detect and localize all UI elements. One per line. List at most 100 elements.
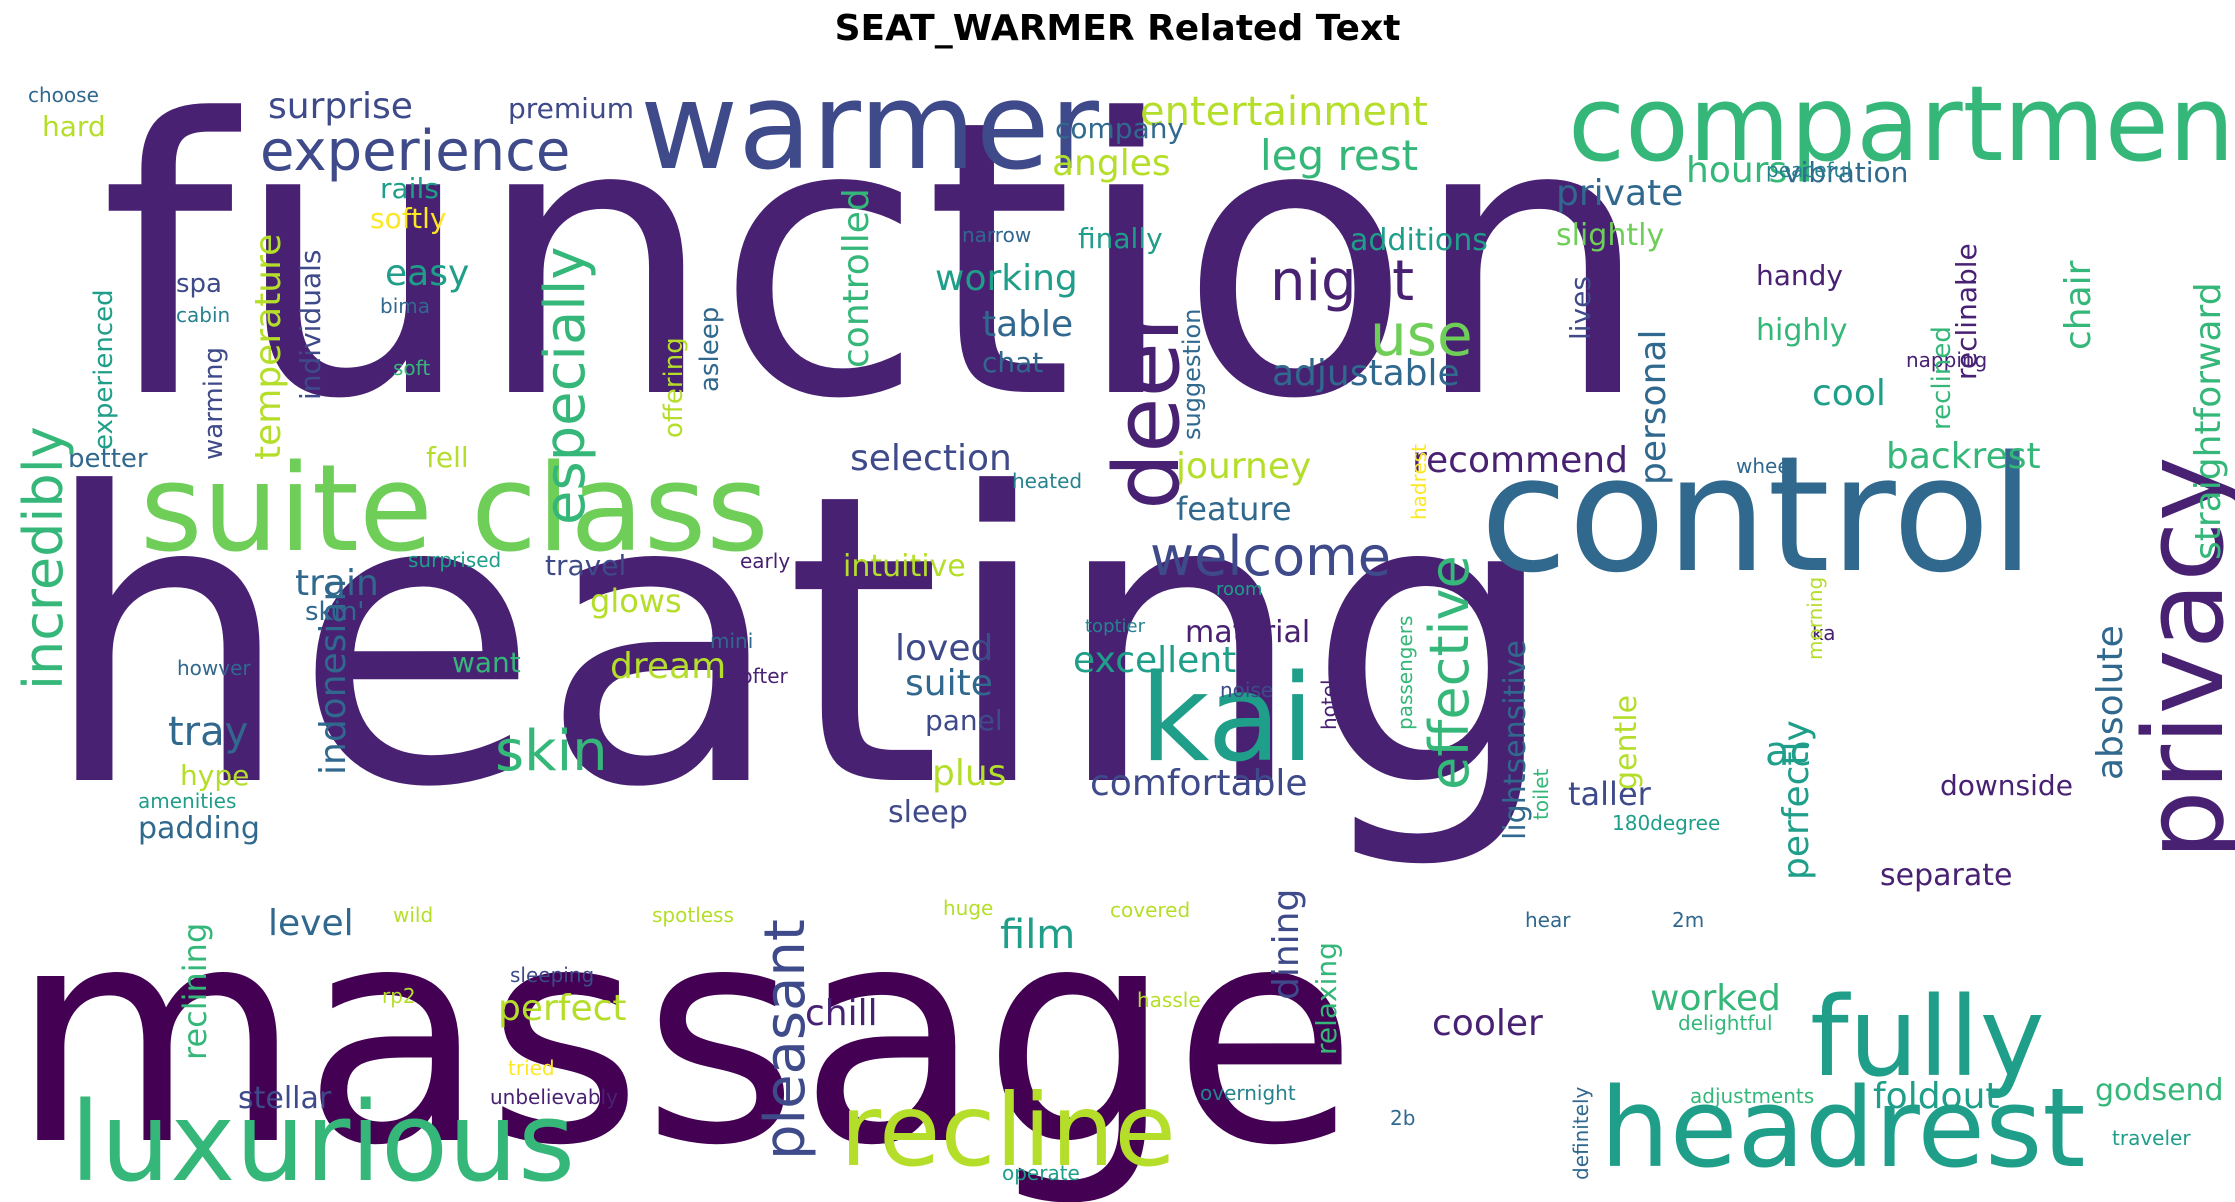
cloud-word: softer — [730, 664, 788, 688]
cloud-word: suite class — [140, 440, 769, 579]
cloud-word: cooler — [1432, 1003, 1543, 1044]
cloud-word: napping — [1906, 348, 1987, 372]
cloud-word-vertical: temperature — [248, 234, 289, 460]
cloud-word: toptier — [1085, 616, 1146, 637]
cloud-word-vertical: especially — [533, 246, 598, 525]
cloud-word-vertical: lightsensitive — [1498, 640, 1533, 840]
cloud-word: feature — [1176, 490, 1292, 528]
cloud-word: worked — [1650, 978, 1781, 1019]
cloud-word: cool — [1812, 373, 1886, 414]
cloud-word: wild — [393, 903, 433, 927]
cloud-word: fully — [1810, 973, 2045, 1101]
cloud-word: night — [1270, 249, 1414, 314]
cloud-word-vertical: toilet — [1529, 769, 1553, 820]
cloud-word: early — [740, 549, 790, 573]
cloud-word: surprise — [268, 86, 413, 127]
cloud-word: vibration — [1784, 156, 1908, 189]
cloud-word-vertical: privacy — [2120, 456, 2235, 860]
cloud-word: intuitive — [843, 549, 966, 584]
cloud-word: chat — [982, 346, 1043, 379]
cloud-word: tray — [168, 709, 248, 755]
cloud-word: huge — [943, 896, 993, 920]
cloud-word-vertical: morning — [1803, 577, 1827, 660]
cloud-word: adjustable — [1272, 353, 1460, 394]
cloud-word: excellent — [1073, 640, 1236, 681]
cloud-word: operate — [1002, 1161, 1080, 1185]
cloud-word: mini — [710, 629, 753, 653]
cloud-word: surprised — [408, 548, 501, 572]
cloud-word: hours — [1686, 150, 1787, 191]
cloud-word: heated — [1012, 469, 1082, 493]
cloud-word: bima — [380, 294, 430, 318]
cloud-word: room — [1216, 579, 1263, 600]
cloud-word: experience — [260, 119, 570, 184]
cloud-word-vertical: relaxing — [1310, 942, 1343, 1055]
cloud-word: stellar — [238, 1081, 332, 1116]
cloud-word: choose — [28, 83, 99, 107]
cloud-word: warmer — [640, 68, 1100, 197]
cloud-word-vertical: incredibly — [12, 426, 75, 690]
cloud-word: glows — [590, 582, 682, 620]
cloud-word-vertical: suggestion — [1178, 309, 1206, 440]
cloud-word: suite — [905, 663, 993, 704]
cloud-word: sleeping — [510, 963, 594, 987]
cloud-word: rails — [380, 172, 439, 205]
cloud-word-vertical: individuals — [294, 250, 327, 400]
cloud-word: spotless — [652, 903, 734, 927]
cloud-word: adjustments — [1690, 1084, 1814, 1108]
cloud-word-vertical: absolute — [2090, 625, 2131, 780]
cloud-word: comfortable — [1090, 763, 1308, 804]
cloud-word: hassle — [1137, 988, 1201, 1012]
cloud-word-vertical: dining — [1266, 889, 1307, 1000]
cloud-word-vertical: reclined — [1927, 326, 1957, 430]
cloud-word: highly — [1756, 313, 1848, 348]
cloud-word: foldout — [1873, 1076, 2000, 1117]
cloud-word-vertical: straightforward — [2188, 282, 2229, 560]
cloud-word: traveler — [2112, 1126, 2191, 1150]
cloud-word: peaceful — [1766, 158, 1852, 182]
cloud-word: easy — [385, 253, 469, 294]
cloud-word: 180degree — [1612, 811, 1720, 835]
cloud-word: howver — [177, 656, 251, 680]
cloud-word: finally — [1078, 222, 1163, 255]
cloud-word-vertical: passengers — [1393, 616, 1417, 730]
cloud-word-vertical: offering — [659, 337, 689, 438]
cloud-word: wheel — [1736, 454, 1795, 478]
cloud-word-vertical: indonesian — [313, 579, 354, 775]
cloud-word: downside — [1940, 769, 2073, 802]
cloud-word-vertical: hotel — [1317, 679, 1341, 730]
cloud-word: overnight — [1200, 1081, 1296, 1105]
cloud-word: function — [100, 68, 1652, 482]
cloud-word-vertical: effective — [1418, 555, 1481, 790]
cloud-word: want — [452, 646, 521, 679]
cloud-word: material — [1185, 615, 1310, 650]
cloud-word: softly — [370, 202, 446, 235]
cloud-word-vertical: personal — [1633, 330, 1674, 485]
word-cloud: function heating massage warmer compartment s… — [0, 68, 2235, 1202]
cloud-word: luxurious — [70, 1078, 575, 1202]
cloud-word: hype — [180, 759, 249, 792]
cloud-word: headrest — [1600, 1064, 2086, 1192]
cloud-word: handy — [1756, 259, 1843, 292]
cloud-word: 2m — [1672, 908, 1704, 932]
cloud-word: godsend — [2095, 1073, 2224, 1108]
cloud-word-vertical: perfectly — [1776, 720, 1817, 880]
cloud-word: slightly — [1556, 218, 1664, 253]
cloud-word: welcome — [1150, 525, 1391, 588]
cloud-word: kai — [1140, 650, 1314, 789]
cloud-word: hard — [42, 110, 106, 143]
cloud-word-vertical: deer — [1095, 305, 1200, 510]
cloud-word: entertainment — [1140, 89, 1428, 135]
cloud-word-vertical: definitely — [1569, 1086, 1593, 1180]
cloud-word: perfect — [498, 988, 627, 1029]
cloud-word: travel — [545, 549, 626, 582]
cloud-word: train — [295, 563, 379, 604]
cloud-word-vertical: warming — [199, 347, 229, 460]
cloud-word: covered — [1110, 898, 1190, 922]
cloud-word: dream — [610, 646, 726, 687]
cloud-word: hear — [1525, 908, 1571, 932]
cloud-word: private — [1556, 173, 1683, 214]
cloud-word: taller — [1568, 775, 1652, 813]
cloud-word: amenities — [138, 789, 236, 813]
cloud-word: noise — [1220, 678, 1273, 702]
